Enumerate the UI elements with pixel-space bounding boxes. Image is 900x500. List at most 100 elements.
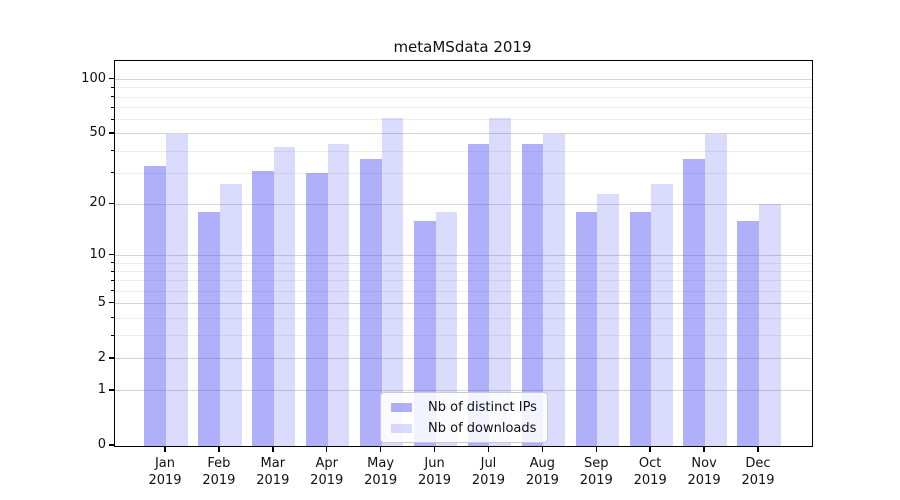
y-gridline-minor — [115, 172, 812, 174]
y-gridline-major — [115, 358, 812, 360]
bar-distinct-ips — [360, 159, 382, 446]
y-gridline-minor — [115, 317, 812, 319]
x-tick-label: Dec 2019 — [728, 455, 788, 489]
bar-distinct-ips — [575, 212, 598, 446]
y-tick-label: 50 — [89, 124, 106, 140]
x-tick-label: Sep 2019 — [566, 455, 626, 489]
x-tick-mark — [218, 446, 220, 452]
bar-downloads — [543, 133, 565, 446]
bar-downloads — [327, 143, 350, 446]
bar-downloads — [166, 133, 188, 446]
bar-downloads — [597, 193, 619, 446]
x-tick-label-year: 2019 — [471, 473, 505, 488]
y-gridline-minor — [115, 150, 812, 152]
legend: Nb of distinct IPs Nb of downloads — [380, 392, 548, 443]
x-tick-mark — [433, 446, 436, 452]
y-gridline-minor — [115, 335, 812, 337]
x-tick-label-year: 2019 — [633, 473, 667, 488]
y-minor-tick-mark — [111, 279, 114, 281]
legend-label-distinct-ips: Nb of distinct IPs — [428, 399, 537, 415]
y-gridline-major — [115, 390, 812, 392]
x-tick-label-year: 2019 — [148, 473, 182, 488]
y-gridline-minor — [115, 96, 812, 98]
x-tick-label: Nov 2019 — [674, 455, 734, 489]
y-tick-mark — [109, 132, 114, 134]
bar-distinct-ips — [198, 212, 220, 446]
y-minor-tick-mark — [111, 172, 114, 174]
y-gridline-minor — [115, 119, 812, 121]
x-tick-mark — [541, 446, 544, 452]
y-minor-tick-mark — [111, 262, 114, 264]
y-gridline-major — [115, 303, 812, 305]
y-minor-tick-mark — [111, 150, 114, 152]
y-tick-mark — [109, 77, 114, 80]
y-tick-label: 10 — [89, 246, 106, 262]
y-gridline-minor — [115, 87, 812, 89]
x-tick-label-year: 2019 — [310, 473, 344, 488]
y-tick-mark — [109, 444, 114, 446]
y-gridline-major — [115, 255, 812, 257]
y-minor-tick-mark — [111, 118, 114, 120]
y-gridline-major — [115, 79, 812, 81]
y-gridline-major — [115, 133, 812, 135]
bar-distinct-ips — [629, 212, 652, 446]
bar-distinct-ips — [683, 159, 706, 446]
x-tick-label-year: 2019 — [579, 473, 613, 488]
y-tick-mark — [109, 389, 114, 391]
y-tick-label: 100 — [81, 70, 106, 86]
legend-swatch-downloads — [391, 423, 412, 433]
legend-item-distinct-ips: Nb of distinct IPs — [391, 398, 537, 416]
legend-label-downloads: Nb of downloads — [428, 420, 537, 436]
bar-distinct-ips — [252, 170, 274, 446]
y-tick-label: 0 — [97, 437, 106, 452]
x-tick-label-year: 2019 — [741, 473, 775, 488]
x-tick-label: Apr 2019 — [297, 455, 357, 489]
legend-swatch-distinct-ips — [391, 402, 412, 412]
x-tick-mark — [379, 446, 382, 452]
x-tick-label-year: 2019 — [525, 473, 559, 488]
x-tick-mark — [272, 446, 274, 452]
bar-downloads — [273, 147, 296, 446]
y-gridline-minor — [115, 107, 812, 109]
chart-title: metaMSdata 2019 — [393, 38, 532, 56]
y-tick-label: 5 — [97, 294, 106, 310]
y-tick-mark — [109, 357, 114, 359]
y-tick-label: 2 — [97, 349, 106, 365]
y-gridline-minor — [115, 291, 812, 292]
bar-distinct-ips — [413, 221, 436, 446]
bar-distinct-ips — [306, 173, 328, 446]
bar-distinct-ips — [467, 143, 490, 446]
y-minor-tick-mark — [111, 106, 114, 108]
x-tick-label: Feb 2019 — [189, 455, 249, 489]
y-gridline-minor — [115, 280, 812, 282]
bar-downloads — [705, 133, 727, 446]
bar-downloads — [381, 118, 404, 446]
x-tick-label-year: 2019 — [256, 473, 290, 488]
x-tick-mark — [164, 446, 166, 452]
y-minor-tick-mark — [111, 334, 114, 336]
x-tick-label-year: 2019 — [364, 473, 398, 488]
y-tick-mark — [109, 301, 114, 304]
x-tick-mark — [649, 446, 651, 452]
x-tick-label-year: 2019 — [417, 473, 452, 488]
y-minor-tick-mark — [111, 86, 114, 88]
x-tick-mark — [757, 446, 759, 452]
x-tick-label: Oct 2019 — [620, 455, 680, 489]
x-tick-label: Jul 2019 — [458, 455, 518, 489]
y-minor-tick-mark — [111, 317, 114, 319]
y-minor-tick-mark — [111, 270, 114, 272]
bar-distinct-ips — [521, 143, 544, 446]
x-tick-label: Jan 2019 — [135, 455, 195, 489]
bar-downloads — [489, 118, 512, 446]
y-tick-label: 20 — [89, 195, 106, 211]
y-tick-label: 1 — [97, 381, 106, 397]
y-tick-mark — [109, 202, 114, 205]
x-tick-label: May 2019 — [351, 455, 411, 489]
bar-distinct-ips — [737, 221, 759, 446]
y-gridline-major — [115, 203, 812, 205]
y-gridline-minor — [115, 271, 812, 273]
bar-downloads — [758, 204, 781, 446]
y-minor-tick-mark — [111, 96, 114, 98]
x-tick-label-year: 2019 — [202, 473, 236, 488]
